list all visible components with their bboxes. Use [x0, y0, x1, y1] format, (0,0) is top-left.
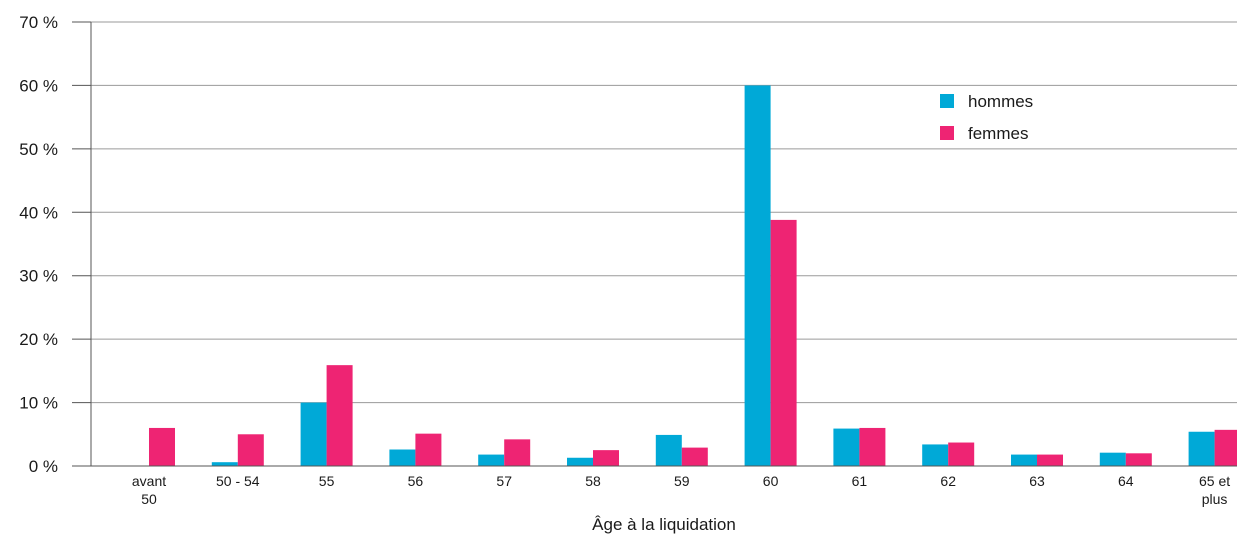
x-tick-label: 61 — [852, 473, 868, 489]
bar-hommes — [1011, 455, 1037, 466]
x-tick-label-line: 56 — [408, 473, 424, 489]
y-tick-label: 70 % — [19, 13, 58, 32]
x-tick-label-line: 63 — [1029, 473, 1045, 489]
y-tick-label: 10 % — [19, 394, 58, 413]
x-tick-label-line: 50 - 54 — [216, 473, 260, 489]
x-tick-label: 57 — [496, 473, 512, 489]
legend: hommes femmes — [940, 92, 1033, 143]
bar-femmes — [593, 450, 619, 466]
x-tick-label-line: 59 — [674, 473, 690, 489]
bar-hommes — [656, 435, 682, 466]
x-tick-label-line: plus — [1202, 491, 1228, 507]
bar-hommes — [301, 403, 327, 466]
legend-swatch-femmes — [940, 126, 954, 140]
legend-label-femmes: femmes — [968, 124, 1028, 143]
bar-hommes — [478, 455, 504, 466]
y-tick-label: 60 % — [19, 76, 58, 95]
x-tick-label-line: 55 — [319, 473, 335, 489]
x-tick-label: 58 — [585, 473, 601, 489]
x-tick-label-line: 64 — [1118, 473, 1134, 489]
y-tick-label: 50 % — [19, 140, 58, 159]
x-tick-label-line: 58 — [585, 473, 601, 489]
bar-femmes — [682, 448, 708, 466]
y-axis: 0 % 10 % 20 % 30 % 40 % 50 % 60 % 70 % — [19, 13, 91, 476]
y-tick-label: 0 % — [29, 457, 58, 476]
x-axis: avant 50 50 - 54 55 56 57 58 59 60 61 62 63 64 65 et p… — [72, 466, 1237, 507]
x-tick-label: 56 — [408, 473, 424, 489]
x-tick-label-line: 65 et — [1199, 473, 1230, 489]
x-tick-label-line: 57 — [496, 473, 512, 489]
x-tick-label: 63 — [1029, 473, 1045, 489]
legend-label-hommes: hommes — [968, 92, 1033, 111]
x-tick-label-line: avant — [132, 473, 166, 489]
x-tick-label: 59 — [674, 473, 690, 489]
bar-femmes — [1037, 455, 1063, 466]
bar-hommes — [922, 444, 948, 466]
bar-hommes — [567, 458, 593, 466]
legend-swatch-hommes — [940, 94, 954, 108]
bar-hommes — [389, 450, 415, 466]
bar-hommes — [1100, 453, 1126, 466]
bar-femmes — [149, 428, 175, 466]
x-tick-label: 62 — [940, 473, 956, 489]
bar-femmes — [238, 434, 264, 466]
x-tick-label: 55 — [319, 473, 335, 489]
bar-femmes — [415, 434, 441, 466]
bar-hommes — [745, 85, 771, 466]
bar-femmes — [1215, 430, 1237, 466]
x-tick-label: 65 et plus — [1199, 473, 1230, 507]
x-tick-label-line: 62 — [940, 473, 956, 489]
bar-hommes — [212, 462, 238, 466]
y-tick-label: 20 % — [19, 330, 58, 349]
bar-femmes — [948, 443, 974, 466]
bar-femmes — [1126, 453, 1152, 466]
bar-hommes — [1189, 432, 1215, 466]
x-tick-label: 64 — [1118, 473, 1134, 489]
gridlines — [91, 22, 1237, 403]
x-tick-label-line: 50 — [141, 491, 157, 507]
x-tick-label: 60 — [763, 473, 779, 489]
bar-femmes — [771, 220, 797, 466]
x-axis-title: Âge à la liquidation — [592, 515, 736, 534]
x-tick-label-line: 61 — [852, 473, 868, 489]
bar-femmes — [504, 439, 530, 466]
y-tick-label: 40 % — [19, 203, 58, 222]
x-tick-label: 50 - 54 — [216, 473, 260, 489]
x-tick-label-line: 60 — [763, 473, 779, 489]
bar-femmes — [859, 428, 885, 466]
bar-femmes — [327, 365, 353, 466]
x-tick-label: avant 50 — [132, 473, 166, 507]
bar-hommes — [833, 429, 859, 466]
y-tick-label: 30 % — [19, 267, 58, 286]
